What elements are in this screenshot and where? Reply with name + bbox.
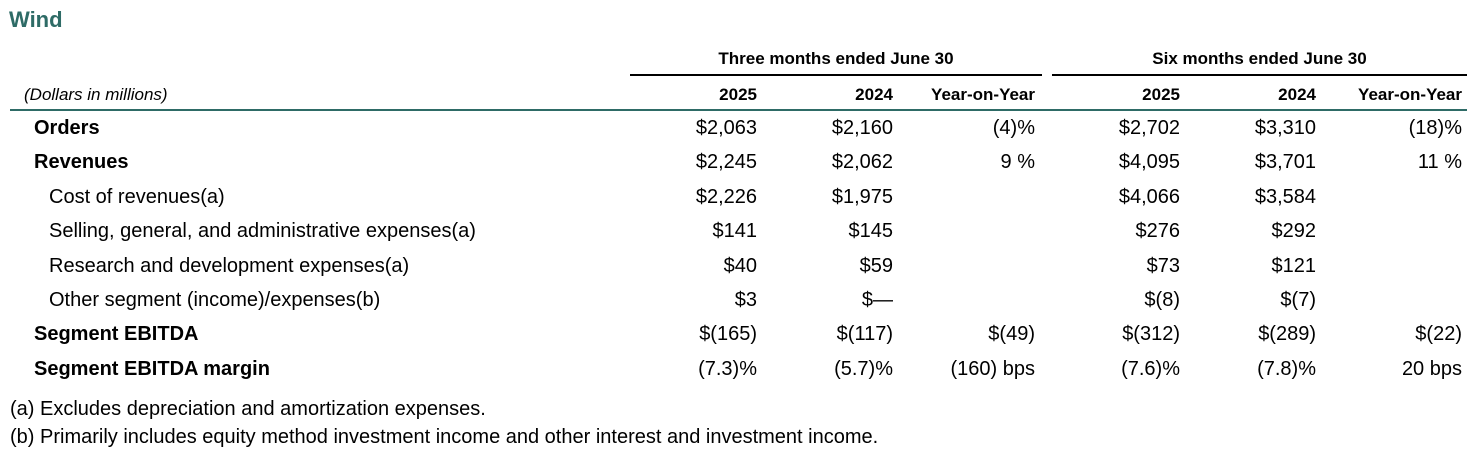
col-header-s-2025: 2025 [1142, 85, 1180, 104]
header-rule [10, 109, 1467, 111]
footnote-a: (a) Excludes depreciation and amortizati… [10, 398, 486, 420]
cell-s-2025: $(312) [1122, 323, 1180, 346]
cell-s-2024: $292 [1271, 220, 1317, 243]
row-label: Selling, general, and administrative exp… [49, 220, 476, 243]
cell-q-2025: $3 [734, 289, 757, 311]
table-row: Orders $2,063 $2,160 (4)% $2,702 $3,310 (18)% [0, 113, 1475, 147]
cell-q-2025: $(165) [699, 323, 757, 346]
group-rule-three-months [630, 74, 1042, 76]
cell-q-2025: $2,245 [695, 151, 757, 174]
cell-q-2025: $2,226 [695, 185, 757, 208]
cell-s-2024: (7.8)% [1257, 357, 1316, 380]
cell-s-2025: $(8) [1144, 289, 1180, 311]
cell-s-2024: $3,701 [1254, 151, 1316, 174]
footnote-b: (b) Primarily includes equity method inv… [10, 426, 879, 448]
row-label: Segment EBITDA [34, 323, 199, 346]
cell-q-2024: $2,062 [831, 151, 893, 174]
cell-s-2025: (7.6)% [1121, 357, 1180, 380]
col-header-q-yoy: Year-on-Year [931, 85, 1035, 104]
units-label: (Dollars in millions) [24, 85, 168, 104]
cell-q-yoy: (160) bps [950, 357, 1036, 380]
table-row: Selling, general, and administrative exp… [0, 216, 1475, 250]
cell-q-2025: $40 [723, 254, 757, 277]
cell-s-2025: $276 [1135, 220, 1181, 243]
cell-s-yoy: 11 % [1417, 151, 1462, 174]
cell-q-2024: $59 [859, 254, 893, 277]
cell-s-yoy: 20 bps [1401, 357, 1462, 380]
cell-s-2024: $3,584 [1254, 185, 1316, 208]
row-label: Research and development expenses(a) [49, 254, 410, 277]
table-row: Revenues $2,245 $2,062 9 % $4,095 $3,701 11 % [0, 147, 1475, 181]
cell-s-2025: $2,702 [1118, 117, 1180, 139]
cell-s-yoy: (18)% [1408, 117, 1462, 139]
cell-q-yoy: $(49) [988, 323, 1035, 346]
cell-s-2024: $(7) [1280, 289, 1316, 311]
cell-s-2024: $3,310 [1254, 117, 1316, 139]
cell-q-2025: (7.3)% [698, 357, 757, 380]
cell-q-2024: $(117) [836, 323, 893, 346]
row-label: Revenues [34, 151, 129, 174]
cell-s-2024: $(289) [1258, 323, 1316, 346]
cell-s-2025: $4,066 [1118, 185, 1180, 208]
col-header-s-yoy: Year-on-Year [1358, 85, 1462, 104]
table-row: Segment EBITDA margin (7.3)% (5.7)% (160) b… [0, 354, 1475, 388]
cell-q-yoy: (4)% [992, 117, 1035, 139]
table-row: Other segment (income)/expenses(b) $3 $— $(… [0, 285, 1475, 319]
cell-s-2025: $73 [1146, 254, 1180, 277]
row-label: Cost of revenues(a) [49, 185, 225, 208]
group-header-six-months: Six months ended June 30 [1152, 49, 1367, 68]
cell-q-2024: $1,975 [831, 185, 893, 208]
col-header-q-2025: 2025 [719, 85, 757, 104]
table-row: Segment EBITDA $(165) $(117) $(49) $(312) $(2… [0, 319, 1475, 353]
cell-s-yoy: $(22) [1415, 323, 1462, 346]
col-header-q-2024: 2024 [855, 85, 893, 104]
cell-s-2024: $121 [1271, 254, 1317, 277]
row-label: Other segment (income)/expenses(b) [49, 289, 381, 311]
row-label: Orders [34, 117, 100, 139]
col-header-s-2024: 2024 [1278, 85, 1316, 104]
section-title: Wind [9, 7, 63, 32]
cell-q-2024: $— [861, 289, 893, 311]
cell-q-2024: (5.7)% [834, 357, 893, 380]
cell-q-2024: $2,160 [831, 117, 893, 139]
group-header-three-months: Three months ended June 30 [718, 49, 954, 68]
row-label: Segment EBITDA margin [34, 357, 270, 380]
cell-q-2025: $141 [712, 220, 758, 243]
cell-s-2025: $4,095 [1118, 151, 1180, 174]
cell-q-2025: $2,063 [695, 117, 757, 139]
group-rule-six-months [1052, 74, 1467, 76]
cell-q-2024: $145 [848, 220, 894, 243]
table-row: Research and development expenses(a) $40 $… [0, 251, 1475, 285]
table-row: Cost of revenues(a) $2,226 $1,975 $4,066 $3,… [0, 182, 1475, 216]
cell-q-yoy: 9 % [1000, 151, 1035, 174]
